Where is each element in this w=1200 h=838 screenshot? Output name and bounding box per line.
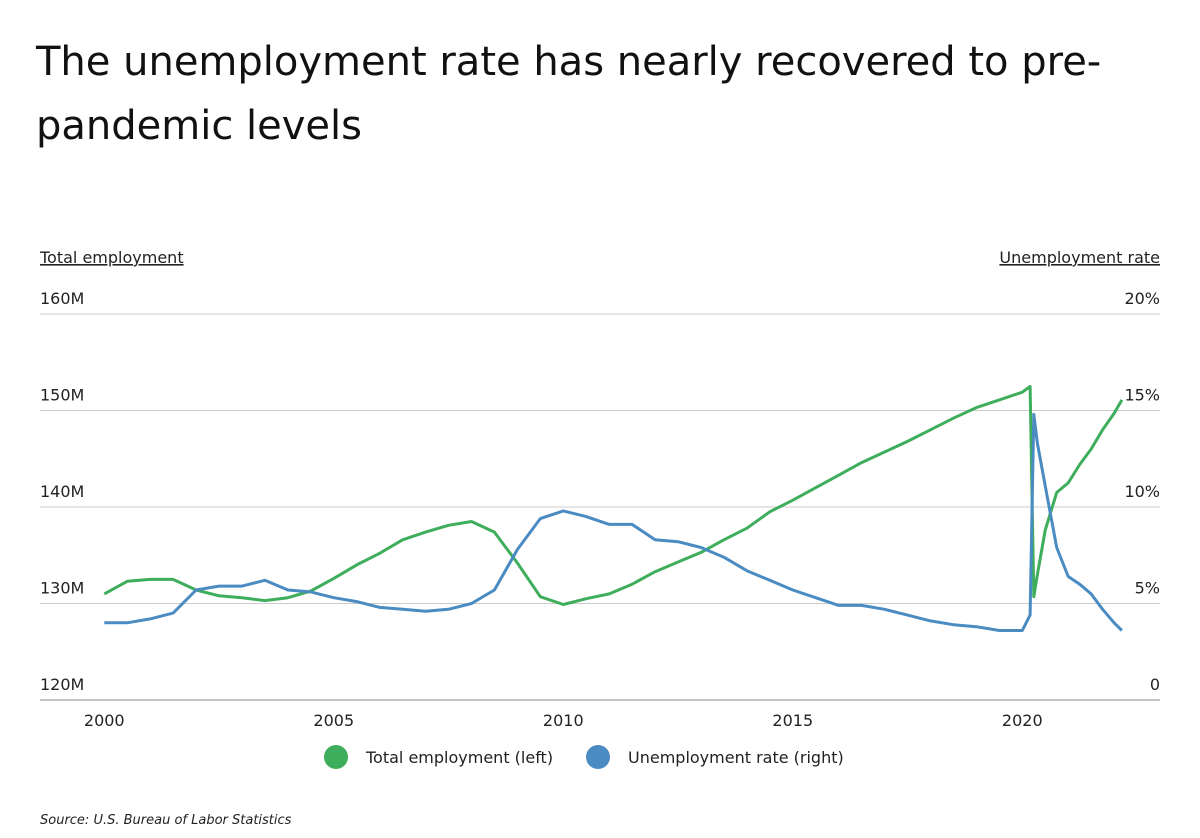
y2-tick-label: 5%: [1135, 579, 1160, 598]
x-tick-label: 2000: [84, 711, 125, 730]
y2-tick-label: 15%: [1124, 386, 1160, 405]
x-tick-label: 2005: [313, 711, 354, 730]
source: Source: U.S. Bureau of Labor Statistics: [40, 813, 292, 828]
y2-tick-label: 0: [1150, 675, 1160, 694]
series-line: [103, 384, 1124, 606]
y-tick-label: 130M: [40, 579, 84, 598]
y2-axis-title: Unemployment rate: [999, 248, 1160, 267]
y-tick-label: 150M: [40, 386, 84, 405]
y2-tick-label: 10%: [1124, 482, 1160, 501]
legend-marker: [586, 745, 610, 769]
y-tick-label: 120M: [40, 675, 84, 694]
y-axis-title: Total employment: [39, 248, 184, 267]
y-tick-label: 140M: [40, 482, 84, 501]
y-tick-label: 160M: [40, 289, 84, 308]
legend-label: Total employment (left): [365, 748, 553, 767]
legend-marker: [324, 745, 348, 769]
x-tick-label: 2010: [543, 711, 584, 730]
x-tick-label: 2020: [1002, 711, 1043, 730]
series-line: [104, 412, 1123, 632]
legend-label: Unemployment rate (right): [628, 748, 844, 767]
chart-title: The unemployment rate has nearly recover…: [36, 39, 1102, 149]
y2-tick-label: 20%: [1124, 289, 1160, 308]
x-tick-label: 2015: [772, 711, 813, 730]
